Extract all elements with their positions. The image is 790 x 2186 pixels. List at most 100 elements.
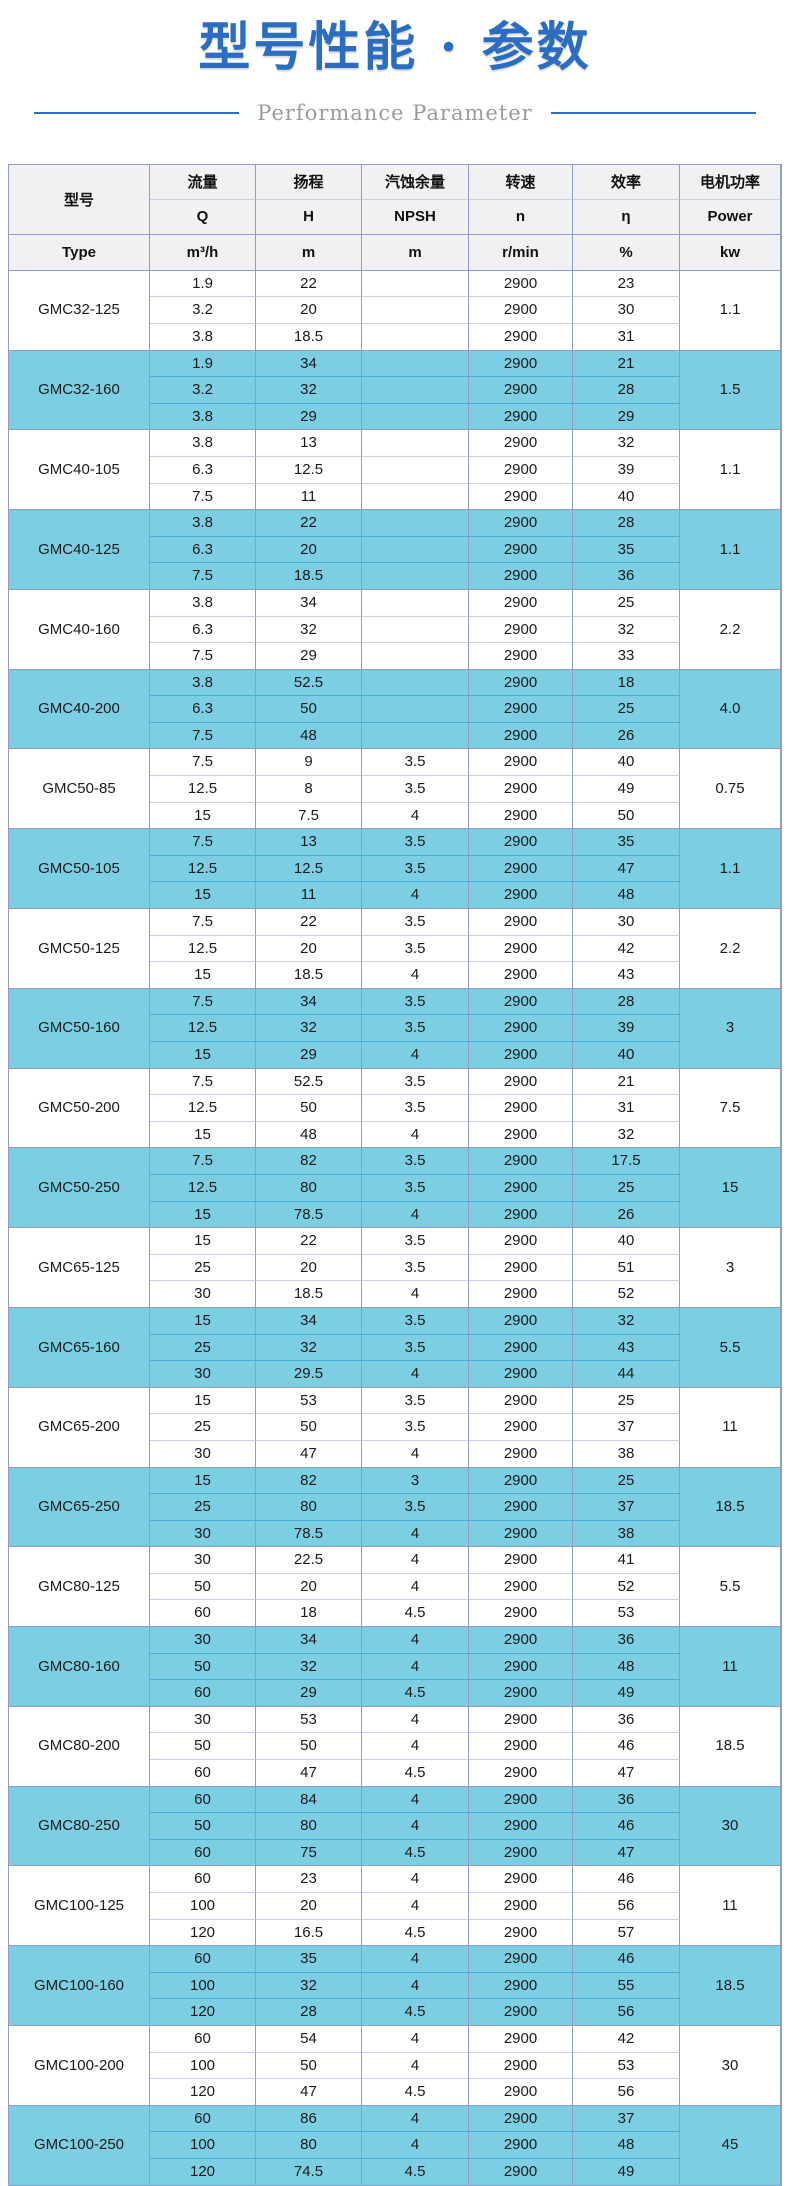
table-row: 7.5 48 2900 26: [9, 721, 781, 749]
value-cell: 12.5: [150, 854, 256, 882]
value-cell: 48: [573, 881, 680, 909]
value-cell: 3.5: [362, 908, 469, 935]
value-cell: 47: [256, 1759, 362, 1786]
table-row: 30 29.5 4 2900 44: [9, 1360, 781, 1387]
value-cell: 3.5: [362, 1253, 469, 1281]
header-unit-npsh: m: [362, 233, 469, 270]
value-cell: 30: [150, 1546, 256, 1573]
value-cell: 25: [150, 1413, 256, 1440]
header-row-units: Type m³/h m m r/min % kw: [9, 233, 781, 270]
value-cell: 74.5: [256, 2157, 362, 2185]
value-cell: 25: [573, 1386, 680, 1414]
value-cell: 56: [573, 1892, 680, 1919]
value-cell: 6.3: [150, 535, 256, 563]
table-row: 100 32 4 2900 55: [9, 1971, 781, 1999]
value-cell: [362, 322, 469, 350]
value-cell: 11: [256, 482, 362, 510]
value-cell: 12.5: [150, 1094, 256, 1121]
value-cell: 2900: [469, 668, 573, 696]
value-cell: 12.5: [256, 854, 362, 882]
value-cell: 36: [573, 1705, 680, 1733]
value-cell: 18.5: [256, 961, 362, 988]
table-row: GMC80-200 30 53 4 2900 36 18.5: [9, 1705, 781, 1786]
value-cell: 52: [573, 1572, 680, 1600]
table-row: 12.5 32 3.5 2900 39: [9, 1014, 781, 1042]
value-cell: 43: [573, 1333, 680, 1361]
table-row: 7.5 18.5 2900 36: [9, 562, 781, 589]
table-row: 25 80 3.5 2900 37: [9, 1493, 781, 1520]
value-cell: 35: [256, 1945, 362, 1972]
value-cell: 39: [573, 455, 680, 483]
value-cell: 36: [573, 1626, 680, 1653]
value-cell: 7.5: [150, 908, 256, 935]
value-cell: 2900: [469, 854, 573, 882]
value-cell: 4: [362, 2104, 469, 2132]
value-cell: 2900: [469, 2024, 573, 2052]
value-cell: 46: [573, 1945, 680, 1972]
value-cell: 2900: [469, 2131, 573, 2158]
value-cell: 2900: [469, 1067, 573, 1095]
table-row: 120 16.5 4.5 2900 57: [9, 1918, 781, 1946]
value-cell: 46: [573, 1732, 680, 1760]
value-cell: 2900: [469, 482, 573, 510]
table-row: GMC100-200 60 54 4 2900 42 30: [9, 2024, 781, 2105]
value-cell: 7.5: [150, 1067, 256, 1095]
table-row: 15 7.5 4 2900 50: [9, 801, 781, 829]
performance-table-frame: 型号 流量 扬程 汽蚀余量 转速 效率 电机功率 Q H NPSH n η Po…: [8, 163, 782, 2186]
value-cell: 2900: [469, 1838, 573, 1866]
value-cell: 25: [150, 1253, 256, 1281]
power-cell: 2.2: [680, 908, 781, 988]
value-cell: 60: [150, 2104, 256, 2132]
header-unit-eta: %: [573, 233, 680, 270]
value-cell: 20: [256, 1892, 362, 1919]
model-cell: GMC65-160: [9, 1306, 150, 1387]
value-cell: 4: [362, 1360, 469, 1387]
table-row: 12.5 20 3.5 2900 42: [9, 934, 781, 962]
value-cell: 2900: [469, 1413, 573, 1440]
value-cell: 3.8: [150, 668, 256, 696]
value-cell: 25: [573, 1466, 680, 1494]
value-cell: 13: [256, 828, 362, 855]
value-cell: 50: [256, 1094, 362, 1121]
value-cell: 53: [256, 1386, 362, 1414]
value-cell: 12.5: [256, 455, 362, 483]
value-cell: 120: [150, 2078, 256, 2105]
value-cell: 6.3: [150, 455, 256, 483]
value-cell: 3.5: [362, 1306, 469, 1334]
value-cell: 50: [150, 1732, 256, 1760]
value-cell: 4: [362, 1652, 469, 1680]
table-row: 50 80 4 2900 46: [9, 1812, 781, 1839]
value-cell: 100: [150, 1892, 256, 1919]
header-speed: 转速: [469, 164, 573, 199]
value-cell: 80: [256, 2131, 362, 2158]
value-cell: 48: [573, 1652, 680, 1680]
value-cell: 46: [573, 1865, 680, 1893]
value-cell: 2900: [469, 1041, 573, 1068]
table-row: 7.5 11 2900 40: [9, 482, 781, 510]
value-cell: 6.3: [150, 615, 256, 643]
value-cell: 32: [573, 429, 680, 456]
value-cell: 12.5: [150, 934, 256, 962]
power-cell: 30: [680, 1785, 781, 1866]
value-cell: 43: [573, 961, 680, 988]
value-cell: 47: [256, 1439, 362, 1467]
value-cell: 32: [256, 1014, 362, 1042]
value-cell: 50: [573, 801, 680, 829]
table-row: GMC80-125 30 22.5 4 2900 41 5.5: [9, 1546, 781, 1627]
model-cell: GMC100-125: [9, 1865, 150, 1946]
value-cell: 4: [362, 961, 469, 988]
value-cell: 56: [573, 1998, 680, 2025]
value-cell: 32: [256, 1652, 362, 1680]
value-cell: 42: [573, 934, 680, 962]
value-cell: 2900: [469, 1439, 573, 1467]
value-cell: 2900: [469, 1253, 573, 1281]
value-cell: 37: [573, 2104, 680, 2132]
value-cell: 2900: [469, 1360, 573, 1387]
value-cell: 30: [150, 1280, 256, 1307]
table-row: 25 20 3.5 2900 51: [9, 1253, 781, 1281]
table-row: GMC100-250 60 86 4 2900 37 45: [9, 2104, 781, 2185]
value-cell: 12.5: [150, 775, 256, 802]
value-cell: 15: [150, 1120, 256, 1148]
subtitle-divider: Performance Parameter: [34, 101, 757, 125]
value-cell: 4: [362, 1572, 469, 1600]
